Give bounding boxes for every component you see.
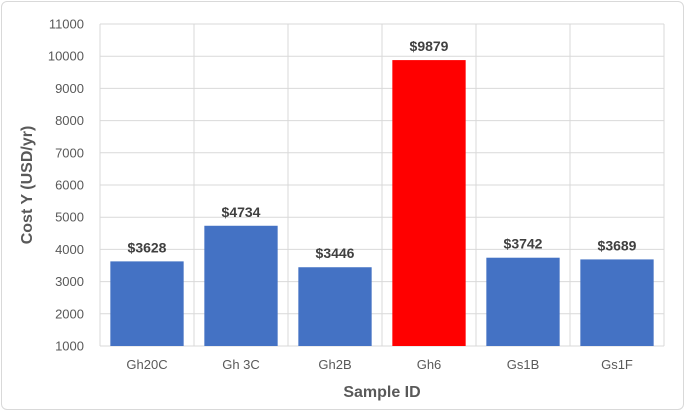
y-tick-label: 9000 [55,81,84,96]
bar-gh6 [392,60,466,347]
data-label: $3742 [504,236,543,252]
x-axis-title: Sample ID [343,384,420,401]
bar-gs1f [580,259,654,346]
x-category-label: Gh20C [126,357,167,372]
data-label: $4734 [222,204,261,220]
bar-gh2b [298,267,372,346]
y-axis-title: Cost Y (USD/yr) [19,126,36,245]
y-tick-label: 6000 [55,178,84,193]
y-tick-label: 4000 [55,242,84,257]
x-category-label: Gs1B [507,357,540,372]
data-label: $3628 [128,239,167,255]
x-category-label: Gh 3C [222,357,260,372]
y-tick-labels: 1000 2000 3000 4000 5000 6000 7000 8000 9000 1000… [48,17,84,354]
y-tick-label: 5000 [55,210,84,225]
y-tick-label: 11000 [49,17,84,32]
y-tick-label: 3000 [55,274,84,289]
data-labels: $3628 $4734 $3446 $9879 $3742 $3689 [128,38,637,261]
x-category-label: Gh6 [417,357,442,372]
y-tick-label: 8000 [55,113,84,128]
x-category-label: Gs1F [601,357,633,372]
y-tick-label: 1000 [55,339,84,354]
gridlines [99,23,665,347]
bar-gs1b [486,257,560,346]
bar-gh3c [204,225,278,346]
data-label: $9879 [410,38,449,54]
y-tick-label: 7000 [55,145,84,160]
y-tick-label: 10000 [48,49,84,64]
x-category-labels: Gh20C Gh 3C Gh2B Gh6 Gs1B Gs1F [126,357,633,372]
bar-gh20c [110,261,184,346]
y-tick-label: 2000 [55,306,84,321]
bars [110,60,654,347]
data-label: $3446 [316,245,355,261]
data-label: $3689 [598,237,637,253]
x-category-label: Gh2B [318,357,351,372]
